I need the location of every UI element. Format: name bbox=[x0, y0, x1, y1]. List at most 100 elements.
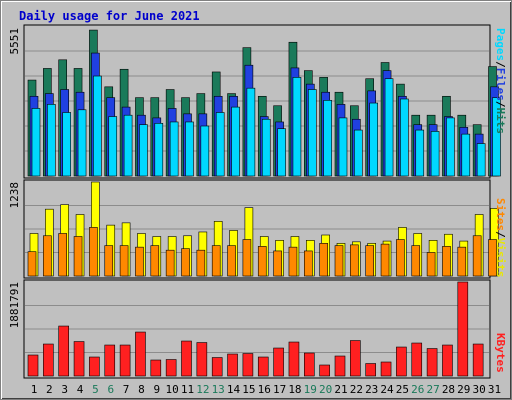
bottom-bar-kbytes-28 bbox=[442, 344, 453, 377]
x-tick-label-1: 1 bbox=[31, 383, 38, 396]
bottom-bar-kbytes-8 bbox=[135, 331, 146, 377]
middle-bar-sites-17 bbox=[273, 250, 282, 277]
top-bar-pages-25 bbox=[400, 98, 409, 177]
top-bar-pages-18 bbox=[292, 77, 302, 177]
top-bar-pages-10 bbox=[169, 121, 179, 177]
middle-bar-sites-4 bbox=[73, 236, 83, 277]
top-bar-pages-6 bbox=[108, 116, 118, 177]
grid-lines bbox=[25, 50, 489, 353]
x-tick-label-3: 3 bbox=[61, 383, 68, 396]
top-bar-pages-27 bbox=[430, 131, 440, 177]
bottom-bar-kbytes-17 bbox=[273, 347, 284, 377]
x-tick-label-17: 17 bbox=[273, 383, 286, 396]
bottom-bar-kbytes-6 bbox=[104, 344, 116, 377]
bottom-bar-kbytes-14 bbox=[227, 353, 238, 377]
top-bar-pages-2 bbox=[47, 104, 56, 177]
middle-bar-sites-29 bbox=[457, 246, 467, 277]
x-tick-label-18: 18 bbox=[288, 383, 301, 396]
middle-bar-sites-21 bbox=[334, 245, 344, 277]
middle-bar-sites-15 bbox=[242, 239, 252, 277]
x-tick-label-27: 27 bbox=[426, 383, 439, 396]
top-bar-pages-8 bbox=[139, 124, 148, 177]
x-tick-label-15: 15 bbox=[242, 383, 255, 396]
legend-pages: Pages bbox=[494, 28, 507, 61]
middle-bar-sites-1 bbox=[27, 251, 37, 277]
bottom-ymax-label: 1881791 bbox=[8, 282, 21, 328]
middle-bar-sites-5 bbox=[89, 227, 98, 277]
top-bar-pages-1 bbox=[31, 108, 41, 177]
bottom-bar-kbytes-10 bbox=[165, 359, 177, 377]
legend-sites: Sites bbox=[494, 198, 507, 231]
top-bar-pages-4 bbox=[77, 109, 87, 177]
bottom-bar-kbytes-19 bbox=[303, 352, 315, 377]
x-tick-label-20: 20 bbox=[319, 383, 332, 396]
x-tick-label-4: 4 bbox=[77, 383, 84, 396]
top-bar-pages-16 bbox=[261, 118, 271, 177]
x-tick-label-6: 6 bbox=[107, 383, 114, 396]
bottom-bar-kbytes-4 bbox=[73, 341, 85, 377]
x-tick-label-12: 12 bbox=[196, 383, 209, 396]
bottom-bar-kbytes-7 bbox=[119, 344, 131, 377]
middle-bar-sites-6 bbox=[104, 245, 114, 277]
bottom-right-legend: KBytes bbox=[494, 333, 507, 373]
middle-bar-sites-12 bbox=[196, 249, 206, 277]
x-axis-labels: 1 2 3 4 5 6 7 8 9 10 11 12 13 14 15 16 17 18 19 20 21 22 23 24 2… bbox=[31, 383, 501, 396]
middle-bar-sites-2 bbox=[43, 235, 52, 277]
legend-sep-3: / bbox=[494, 231, 507, 238]
x-tick-label-24: 24 bbox=[380, 383, 394, 396]
bottom-bar-kbytes-23 bbox=[365, 363, 377, 377]
x-tick-label-2: 2 bbox=[46, 383, 53, 396]
top-bar-pages-13 bbox=[215, 112, 225, 177]
x-tick-label-19: 19 bbox=[304, 383, 317, 396]
middle-bar-sites-25 bbox=[396, 239, 405, 277]
middle-bar-sites-11 bbox=[181, 248, 190, 277]
legend-kbytes: KBytes bbox=[494, 333, 507, 373]
bottom-bar-kbytes-26 bbox=[411, 342, 423, 377]
top-bar-pages-26 bbox=[415, 129, 425, 177]
bottom-bar-kbytes-16 bbox=[257, 356, 269, 377]
bottom-bar-kbytes-12 bbox=[196, 342, 208, 377]
bottom-bar-kbytes-2 bbox=[43, 343, 54, 377]
middle-bar-sites-27 bbox=[426, 252, 436, 277]
middle-bar-sites-22 bbox=[350, 244, 359, 277]
bottom-bar-kbytes-9 bbox=[150, 359, 162, 377]
x-tick-label-21: 21 bbox=[334, 383, 347, 396]
top-ymax-label: 5551 bbox=[8, 28, 21, 55]
middle-bar-sites-28 bbox=[442, 246, 451, 277]
top-bar-pages-11 bbox=[185, 121, 194, 177]
top-bar-pages-31 bbox=[492, 97, 501, 177]
x-tick-label-5: 5 bbox=[92, 383, 99, 396]
middle-bar-sites-10 bbox=[165, 249, 175, 277]
top-bar-pages-19 bbox=[307, 89, 317, 177]
middle-bar-sites-24 bbox=[380, 243, 390, 277]
x-tick-label-11: 11 bbox=[181, 383, 194, 396]
x-tick-label-23: 23 bbox=[365, 383, 378, 396]
middle-bar-sites-13 bbox=[211, 245, 221, 277]
middle-bar-sites-3 bbox=[58, 233, 68, 277]
x-tick-label-14: 14 bbox=[227, 383, 241, 396]
bottom-bar-kbytes-3 bbox=[58, 325, 70, 377]
bottom-bar-kbytes-5 bbox=[89, 356, 100, 377]
bottom-bar-kbytes-21 bbox=[334, 355, 346, 377]
middle-bar-sites-9 bbox=[150, 245, 160, 277]
bottom-bar-kbytes-25 bbox=[396, 346, 407, 377]
top-bar-pages-24 bbox=[384, 78, 394, 177]
top-bar-pages-12 bbox=[200, 125, 210, 177]
bottom-bar-kbytes-18 bbox=[288, 341, 300, 377]
x-tick-label-13: 13 bbox=[212, 383, 225, 396]
bottom-bar-kbytes-24 bbox=[380, 361, 392, 377]
top-bar-pages-29 bbox=[461, 133, 471, 177]
x-tick-label-7: 7 bbox=[123, 383, 130, 396]
middle-bar-sites-26 bbox=[411, 245, 421, 277]
top-bar-pages-28 bbox=[446, 117, 455, 177]
middle-bar-sites-23 bbox=[365, 245, 375, 277]
middle-right-legend: Sites/Visits bbox=[494, 198, 507, 278]
middle-bar-sites-20 bbox=[319, 243, 328, 277]
top-bar-pages-7 bbox=[123, 114, 133, 177]
legend-files: Files bbox=[494, 68, 507, 101]
top-right-legend: Pages/Files/Hits bbox=[494, 28, 507, 134]
middle-bar-sites-19 bbox=[303, 250, 313, 277]
x-tick-label-8: 8 bbox=[138, 383, 145, 396]
top-bar-pages-9 bbox=[154, 123, 164, 177]
top-bar-pages-17 bbox=[277, 128, 286, 177]
